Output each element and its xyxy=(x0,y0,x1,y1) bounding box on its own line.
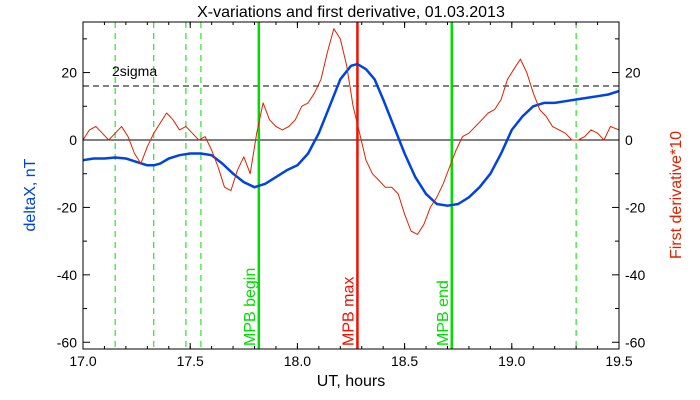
x-tick-label: 18.0 xyxy=(284,353,311,369)
y-tick-label-left: -20 xyxy=(57,199,77,215)
y-tick-label-left: 0 xyxy=(69,132,77,148)
y-tick-label-right: 20 xyxy=(625,65,641,81)
threshold-label: 2sigma xyxy=(112,63,157,79)
y-axis-title-left: deltaX, nT xyxy=(22,158,39,231)
plot-frame xyxy=(82,21,620,350)
chart-marks: MPB begin MPB max MPB end xyxy=(82,22,620,349)
y-tick-label-left: -60 xyxy=(57,334,77,350)
x-tick-label: 18.5 xyxy=(391,353,418,369)
y-tick-label-right: -20 xyxy=(625,199,645,215)
y-tick-label-right: 0 xyxy=(625,132,633,148)
plot-area: 2sigma xyxy=(83,22,619,349)
chart-title: X-variations and first derivative, 01.03… xyxy=(197,4,505,21)
y-tick-label-left: -40 xyxy=(57,267,77,283)
x-tick-label: 19.5 xyxy=(605,353,632,369)
marker-label: MPB begin xyxy=(242,268,259,346)
y-tick-label-right: -60 xyxy=(625,334,645,350)
series-line-deltax xyxy=(82,62,620,207)
x-tick-label: 17.0 xyxy=(69,353,96,369)
x-tick-label: 17.5 xyxy=(177,353,204,369)
axis-ticks: 17.0 17.5 18.0 18.5 19.0 19.5 -60 -60 -40 -40 -20 -… xyxy=(57,22,645,369)
y-tick-label-left: 20 xyxy=(61,65,77,81)
y-axis-title-right: First derivative*10 xyxy=(668,131,685,259)
x-tick-label: 19.0 xyxy=(498,353,525,369)
marker-label: MPB max xyxy=(340,277,357,346)
y-tick-label-right: -40 xyxy=(625,267,645,283)
series-line-derivative xyxy=(82,28,620,235)
x-axis-title: UT, hours xyxy=(317,373,385,390)
marker-label: MPB end xyxy=(435,280,452,346)
